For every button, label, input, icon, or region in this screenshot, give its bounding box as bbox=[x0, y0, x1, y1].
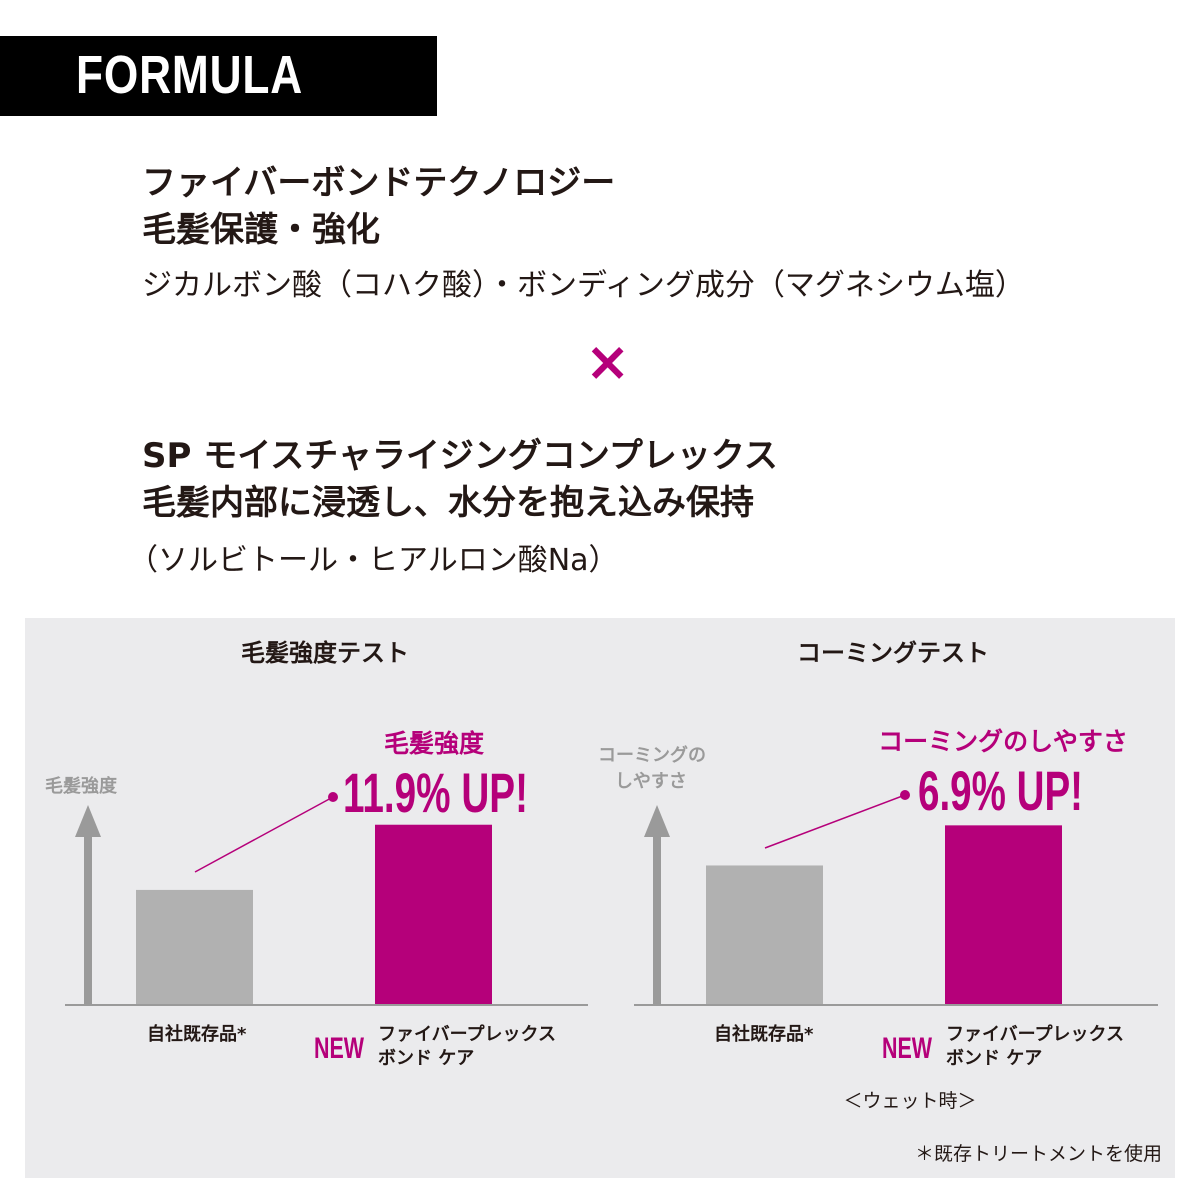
y-axis-label: しやすさ bbox=[615, 771, 687, 792]
y-axis-arrow-head-icon bbox=[75, 805, 101, 837]
leader-line bbox=[764, 794, 906, 849]
tech2-benefit: 毛髪内部に浸透し、水分を抱え込み保持 bbox=[142, 483, 754, 523]
highlight-label: 毛髪強度 bbox=[384, 729, 484, 758]
chart-hair-strength: 毛髪強度テスト 毛髪強度 毛髪強度 11.9% UP! 自社既存品* NEW フ… bbox=[45, 639, 556, 1069]
bar-new bbox=[945, 825, 1062, 1005]
new-tag: NEW bbox=[882, 1032, 932, 1065]
y-axis-arrow-shaft bbox=[84, 830, 92, 1005]
category-label: ボンド ケア bbox=[378, 1048, 474, 1069]
tech1-ingredients: ジカルボン酸（コハク酸）・ボンディング成分（マグネシウム塩） bbox=[142, 268, 1025, 303]
bar-existing bbox=[706, 865, 823, 1005]
category-label: ファイバープレックス bbox=[946, 1023, 1124, 1045]
highlight-value: 11.9% UP! bbox=[343, 761, 528, 824]
condition-label: ＜ウェット時＞ bbox=[843, 1090, 976, 1112]
leader-dot bbox=[900, 790, 910, 800]
tech2-ingredients: （ソルビトール・ヒアルロン酸Na） bbox=[128, 543, 619, 578]
category-label: ボンド ケア bbox=[946, 1048, 1042, 1069]
bar-new bbox=[375, 824, 492, 1005]
bar-existing bbox=[136, 889, 253, 1005]
leader-line bbox=[194, 796, 334, 873]
times-icon: × bbox=[585, 330, 631, 393]
category-label: 自社既存品* bbox=[714, 1023, 814, 1045]
y-axis-arrow-head-icon bbox=[644, 805, 670, 837]
y-axis-label: 毛髪強度 bbox=[45, 775, 118, 797]
leader-dot bbox=[328, 792, 338, 802]
new-tag: NEW bbox=[314, 1032, 364, 1065]
tech2-title: SP モイスチャライジングコンプレックス bbox=[142, 436, 778, 476]
chart-title: コーミングテスト bbox=[797, 639, 989, 667]
highlight-label: コーミングのしやすさ bbox=[878, 727, 1128, 756]
chart-combing: コーミングテスト コーミングの しやすさ コーミングのしやすさ 6.9% UP!… bbox=[598, 639, 1128, 1112]
formula-badge: FORMULA bbox=[0, 36, 437, 116]
category-label: ファイバープレックス bbox=[378, 1023, 556, 1045]
highlight-value: 6.9% UP! bbox=[918, 759, 1083, 822]
tech1-benefit: 毛髪保護・強化 bbox=[142, 210, 380, 250]
y-axis-label: コーミングの bbox=[598, 744, 706, 766]
tech1-title: ファイバーボンドテクノロジー bbox=[142, 163, 616, 203]
category-label: 自社既存品* bbox=[147, 1023, 247, 1045]
y-axis-arrow-shaft bbox=[653, 830, 661, 1005]
chart-title: 毛髪強度テスト bbox=[241, 639, 409, 667]
formula-badge-text: FORMULA bbox=[76, 45, 304, 105]
footnote: ＊既存トリートメントを使用 bbox=[915, 1143, 1162, 1165]
